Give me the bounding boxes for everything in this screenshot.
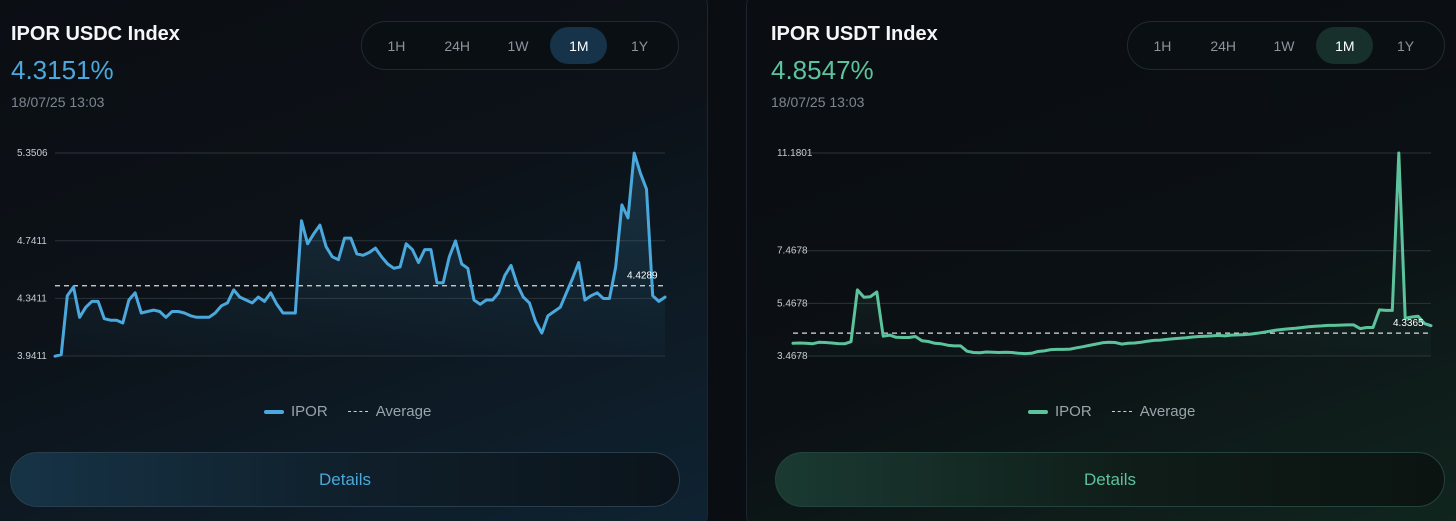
timestamp: 18/07/25 13:03 bbox=[771, 94, 865, 110]
legend-series-swatch bbox=[264, 409, 284, 414]
timestamp: 18/07/25 13:03 bbox=[11, 94, 105, 110]
range-1m-button[interactable]: 1M bbox=[1316, 27, 1374, 64]
usdc-index-chart: 5.3506 4.7411 4.3411 3.9411 4.4289 bbox=[17, 148, 667, 362]
time-range-selector: 1H 24H 1W 1M 1Y bbox=[1127, 21, 1445, 70]
series-line-ipor bbox=[53, 151, 667, 358]
legend-average-label: Average bbox=[375, 403, 432, 420]
y-tick-label: 7.4678 bbox=[777, 246, 808, 257]
average-value-label: 4.3365 bbox=[1393, 318, 1424, 329]
legend-average-dash bbox=[347, 411, 368, 412]
range-1h-button[interactable]: 1H bbox=[1153, 37, 1172, 54]
details-button[interactable]: Details bbox=[10, 452, 680, 507]
legend-series-label: IPOR bbox=[291, 403, 328, 420]
legend-average-label: Average bbox=[1139, 403, 1196, 420]
series-line-ipor bbox=[791, 151, 1433, 356]
chart-legend: IPOR Average bbox=[1028, 403, 1195, 420]
usdt-index-chart: 11.1801 7.4678 5.4678 3.4678 4.3365 bbox=[777, 148, 1433, 362]
card-title: IPOR USDT Index bbox=[771, 23, 938, 45]
y-tick-label: 4.3411 bbox=[17, 293, 47, 304]
range-1y-button[interactable]: 1Y bbox=[631, 37, 649, 54]
y-tick-label: 11.1801 bbox=[777, 148, 813, 159]
legend-average-dash bbox=[1111, 411, 1132, 412]
y-tick-label: 3.9411 bbox=[17, 351, 47, 362]
y-tick-label: 4.7411 bbox=[17, 236, 47, 247]
chart-legend: IPOR Average bbox=[264, 403, 431, 420]
usdt-index-card: IPOR USDT Index 4.8547% 18/07/25 13:03 1… bbox=[746, 0, 1456, 521]
range-24h-button[interactable]: 24H bbox=[444, 37, 471, 54]
index-value: 4.3151% bbox=[11, 55, 114, 85]
series-area bbox=[793, 153, 1431, 356]
y-tick-label: 3.4678 bbox=[777, 351, 808, 362]
range-1w-button[interactable]: 1W bbox=[507, 37, 529, 54]
range-1h-button[interactable]: 1H bbox=[387, 37, 406, 54]
y-tick-label: 5.4678 bbox=[777, 298, 808, 309]
range-1w-button[interactable]: 1W bbox=[1273, 37, 1295, 54]
average-value-label: 4.4289 bbox=[627, 271, 658, 282]
time-range-selector: 1H 24H 1W 1M 1Y bbox=[361, 21, 679, 70]
details-button[interactable]: Details bbox=[775, 452, 1445, 507]
range-1y-button[interactable]: 1Y bbox=[1397, 37, 1415, 54]
legend-series-swatch bbox=[1028, 409, 1048, 414]
range-24h-button[interactable]: 24H bbox=[1210, 37, 1237, 54]
card-title: IPOR USDC Index bbox=[11, 23, 180, 45]
range-1m-button[interactable]: 1M bbox=[550, 27, 608, 64]
index-value: 4.8547% bbox=[771, 55, 874, 85]
usdc-index-card: IPOR USDC Index 4.3151% 18/07/25 13:03 1… bbox=[0, 0, 708, 521]
legend-series-label: IPOR bbox=[1055, 403, 1092, 420]
y-tick-label: 5.3506 bbox=[17, 148, 48, 159]
